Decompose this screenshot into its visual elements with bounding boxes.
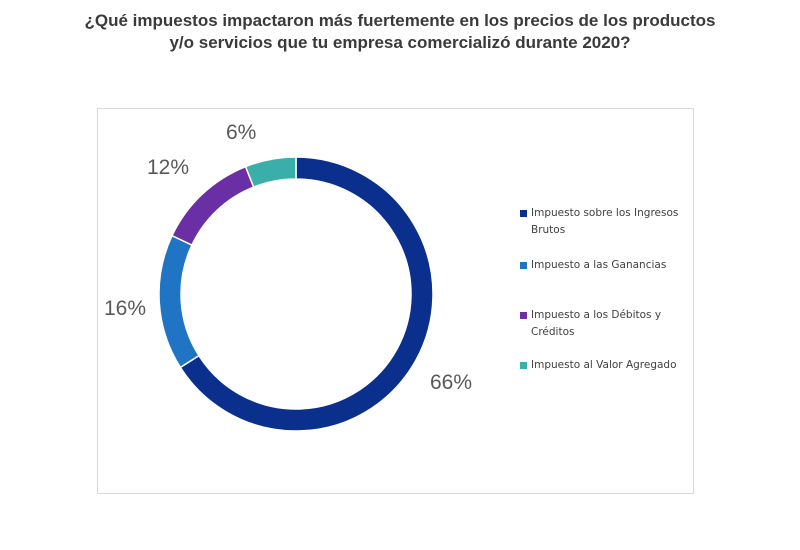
legend-label-ganancias: Impuesto a las Ganancias: [531, 259, 667, 271]
legend-swatch-ganancias: [520, 262, 527, 269]
chart-title: ¿Qué impuestos impactaron más fuertement…: [0, 10, 800, 54]
pct-label-iva: 6%: [226, 121, 257, 144]
pct-label-ingresos-brutos: 66%: [430, 371, 473, 394]
chart-area: [97, 108, 694, 494]
legend-label-ingresos-brutos: Impuesto sobre los Ingresos Brutos: [531, 207, 679, 236]
pct-label-ganancias: 16%: [104, 297, 147, 320]
slice-ganancias: [158, 234, 200, 369]
legend-swatch-debitos-creditos: [520, 312, 527, 319]
legend-label-debitos-creditos: Impuesto a los Débitos y Créditos: [531, 309, 662, 338]
legend-swatch-ingresos-brutos: [520, 210, 527, 217]
legend-swatch-iva: [520, 362, 527, 369]
slice-ingresos-brutos: [179, 156, 434, 432]
chart-title-line-2: y/o servicios que tu empresa comercializ…: [169, 33, 631, 52]
slice-iva: [244, 156, 297, 189]
chart-title-line-1: ¿Qué impuestos impactaron más fuertement…: [84, 11, 716, 30]
legend-label-iva: Impuesto al Valor Agregado: [531, 359, 677, 371]
pct-label-debitos-creditos: 12%: [147, 156, 190, 179]
